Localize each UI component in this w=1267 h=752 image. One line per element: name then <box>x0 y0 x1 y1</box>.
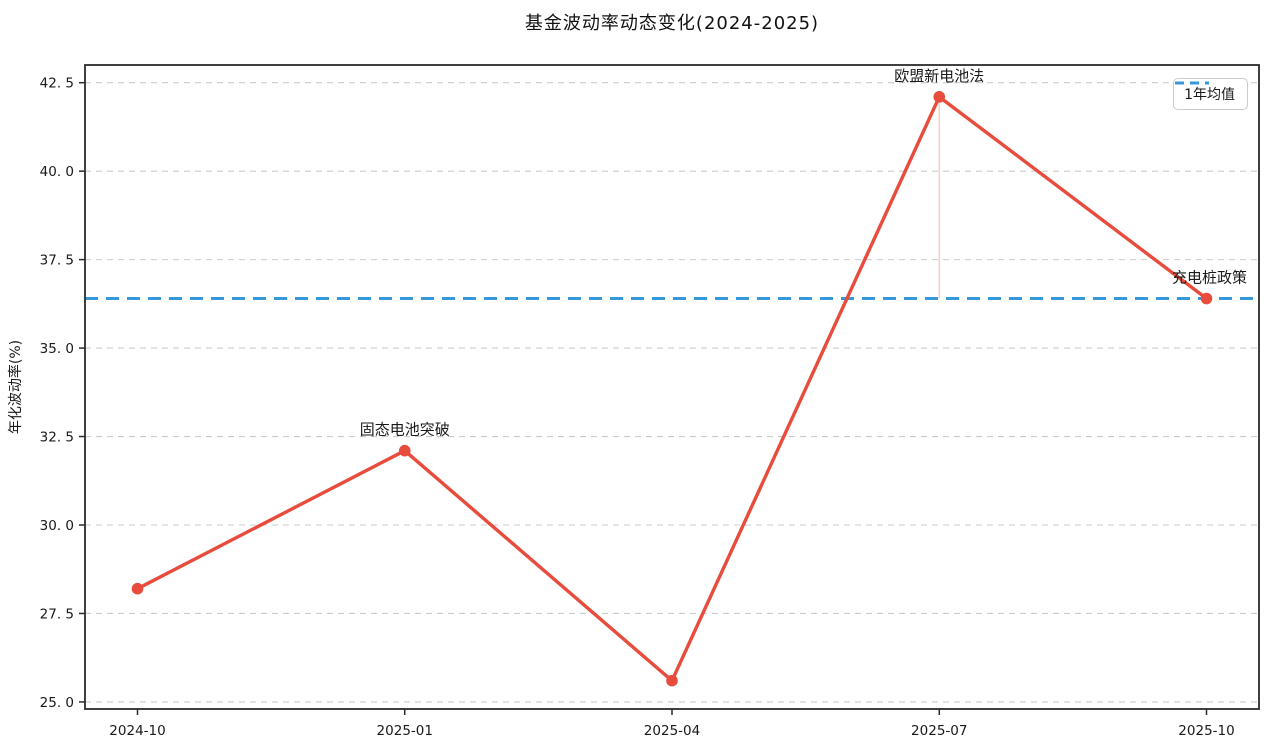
x-tick-label: 2025-04 <box>644 723 700 739</box>
y-tick-label: 30. 0 <box>40 518 74 534</box>
y-tick-label: 35. 0 <box>40 341 74 357</box>
y-tick-label: 42. 5 <box>40 76 74 92</box>
y-tick-label: 40. 0 <box>40 164 74 180</box>
mean-line-legend-swatch <box>1175 81 1210 85</box>
y-tick-label: 25. 0 <box>40 695 74 711</box>
y-tick-label: 32. 5 <box>40 430 74 446</box>
y-tick-label: 27. 5 <box>40 606 74 622</box>
x-tick-label: 2025-07 <box>911 723 967 739</box>
data-point <box>933 91 946 103</box>
axes-frame <box>84 64 1260 710</box>
volatility-line <box>135 95 1209 683</box>
event-annotation: 充电桩政策 <box>1172 269 1247 287</box>
legend: 1年均值 <box>1173 78 1248 110</box>
data-point <box>131 582 144 595</box>
y-axis-label: 年化波动率(%) <box>7 340 24 434</box>
event-annotation: 欧盟新电池法 <box>894 67 984 85</box>
x-tick-label: 2024-10 <box>109 723 165 739</box>
y-tick-label: 37. 5 <box>40 253 74 269</box>
legend-label-mean: 1年均值 <box>1184 87 1235 103</box>
chart-title: 基金波动率动态变化(2024-2025) <box>524 13 820 34</box>
data-point <box>1200 292 1213 305</box>
event-annotation: 固态电池突破 <box>360 421 450 439</box>
x-tick-label: 2025-10 <box>1178 723 1234 739</box>
data-point <box>398 444 411 457</box>
x-tick-label: 2025-01 <box>377 723 433 739</box>
data-point <box>666 674 678 687</box>
